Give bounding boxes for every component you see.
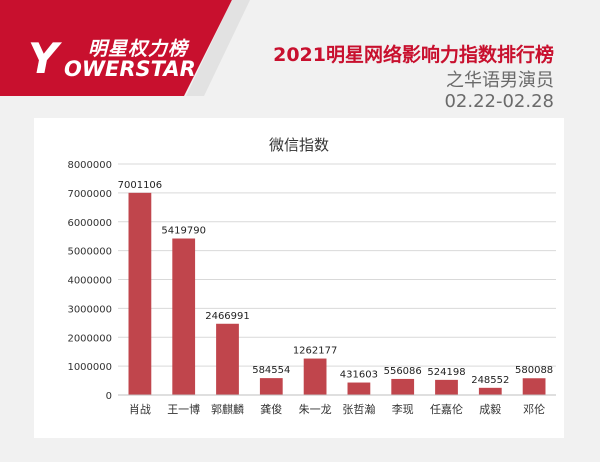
page-subtitle: 之华语男演员 <box>446 70 554 91</box>
bar-value-label: 580088 <box>515 365 553 376</box>
y-tick-label: 1000000 <box>67 362 112 373</box>
x-tick-label: 王一博 <box>167 403 200 416</box>
bar <box>172 238 196 395</box>
bar <box>259 378 283 395</box>
bar-value-label: 584554 <box>252 365 290 376</box>
logo-chinese-text: 明星权力榜 <box>88 38 189 60</box>
x-tick-label: 肖战 <box>129 402 151 416</box>
y-tick-label: 3000000 <box>67 304 112 315</box>
x-tick-label: 张哲瀚 <box>342 402 375 416</box>
x-tick-label: 成毅 <box>479 402 501 416</box>
bar-value-label: 524198 <box>427 367 465 378</box>
bar-value-label: 431603 <box>340 370 378 381</box>
logo-letter-y: Y <box>28 34 59 83</box>
bar <box>128 192 152 395</box>
bar <box>303 358 327 395</box>
logo-english-text: OWERSTAR <box>64 57 196 81</box>
x-tick-label: 李现 <box>392 402 414 416</box>
chart-panel: 微信指数 0 1000000 2000000 3000000 4000000 500000… <box>34 118 564 438</box>
bar-value-label: 248552 <box>471 375 509 386</box>
x-tick-label: 朱一龙 <box>299 403 332 416</box>
x-tick-label: 任嘉伦 <box>430 402 463 416</box>
bar <box>216 323 239 395</box>
bars <box>128 192 546 395</box>
x-tick-label: 邓伦 <box>523 402 545 416</box>
chart-title: 微信指数 <box>269 136 329 154</box>
light-stripe-shape <box>186 0 250 96</box>
y-tick-label: 7000000 <box>67 189 112 200</box>
x-tick-label: 郭麒麟 <box>211 402 244 416</box>
bar <box>391 378 415 395</box>
bar <box>522 378 546 395</box>
y-tick-label: 0 <box>106 391 112 402</box>
bar <box>347 382 371 395</box>
page-title: 2021明星网络影响力指数排行榜 <box>273 44 554 66</box>
bar-value-label: 2466991 <box>205 311 250 322</box>
bar <box>435 379 458 395</box>
bar-value-label: 5419790 <box>161 226 206 237</box>
y-tick-label: 8000000 <box>67 160 112 171</box>
y-tick-label: 5000000 <box>67 247 112 258</box>
bar-value-label: 1262177 <box>293 346 338 357</box>
red-banner-shape <box>0 0 232 96</box>
bar-chart: 微信指数 0 1000000 2000000 3000000 4000000 500000… <box>67 136 556 416</box>
bar <box>478 387 502 395</box>
bar-value-label: 7001106 <box>118 180 163 191</box>
date-range: 02.22-02.28 <box>444 91 554 112</box>
x-axis: 肖战 王一博 郭麒麟 龚俊 朱一龙 张哲瀚 李现 任嘉伦 成毅 邓伦 <box>118 394 556 416</box>
y-axis: 0 1000000 2000000 3000000 4000000 5000000 6000… <box>67 160 112 402</box>
bar-value-label: 556086 <box>384 366 422 377</box>
y-tick-label: 6000000 <box>67 218 112 229</box>
x-tick-label: 龚俊 <box>260 402 282 416</box>
y-tick-label: 2000000 <box>67 333 112 344</box>
y-tick-label: 4000000 <box>67 276 112 287</box>
